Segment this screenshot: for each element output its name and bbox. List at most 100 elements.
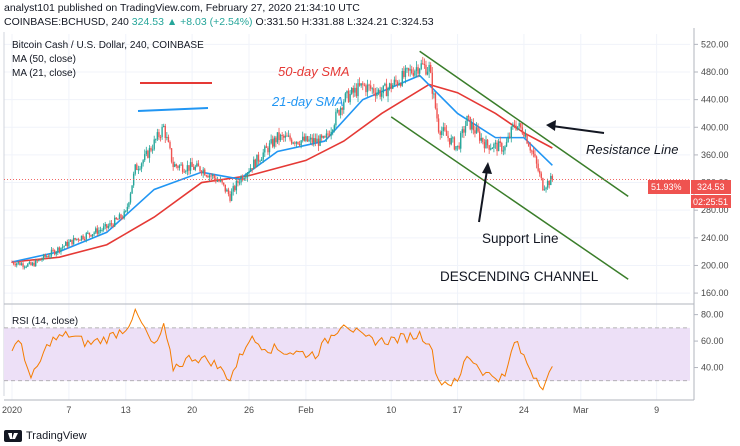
candle-body [396,81,399,86]
candle-body [418,68,421,74]
candle-body [158,132,160,138]
candle-body [235,180,238,191]
candle-body [180,164,182,166]
up-arrow-icon: ▲ [166,16,178,28]
candle-body [325,133,328,138]
candle-body [72,237,75,245]
candle-body [189,162,192,171]
rsi-legend: RSI (14, close) [12,316,78,327]
footer[interactable]: TradingView [4,430,87,442]
candle-body [444,127,446,131]
candle-body [188,165,190,171]
candle-body [431,72,433,94]
candle-body [82,235,84,240]
candle-body [144,154,146,161]
time-tick-label: 2020 [2,405,22,415]
price-tags: 51.93% 324.53 02:25:51 [648,180,731,208]
candle-body [47,256,50,258]
candle-body [445,130,448,136]
candle-body [49,255,51,257]
candle-body [524,134,527,137]
candle-body [31,262,34,266]
candle-body [99,230,102,232]
candle-body [245,177,247,179]
candle-body [366,84,369,93]
candle-body [267,147,269,153]
candle-body [297,141,299,144]
candle-body [148,148,151,158]
price-tag-text: 324.53 [697,182,725,192]
price-tag [691,180,731,194]
candle-body [436,108,438,119]
candle-body [516,126,519,130]
candle-body [546,180,549,188]
candle-body [460,133,462,149]
candle-body [199,166,201,172]
candle-body [234,186,236,191]
candle-body [156,132,159,140]
candle-body [76,238,78,240]
candle-body [95,228,97,233]
support-arrow [478,169,488,223]
price-tick-label: 440.00 [701,95,729,105]
candle-body [91,234,94,237]
resistance-line [419,50,629,197]
candle-body [395,79,397,82]
time-tick-label: Mar [573,405,589,415]
candle-body [27,263,29,267]
candle-body [401,71,403,86]
candle-body [12,262,15,264]
candle-body [237,180,239,183]
open-value: O:331.50 [255,16,299,28]
candle-body [464,125,467,133]
candle-body [287,135,290,137]
candle-body [388,83,391,89]
candle-body [551,175,554,180]
channel-label: DESCENDING CHANNEL [440,269,599,284]
sma21-annotation: 21-day SMA [271,94,344,109]
price-tick-label: 160.00 [701,288,729,298]
candle-body [38,259,40,261]
candle-body [527,143,530,147]
support-arrowhead [482,162,492,174]
candle-body [98,230,100,234]
candle-body [488,145,490,150]
candle-body [36,260,38,262]
candle-body [385,83,388,97]
close-value: C:324.53 [390,16,434,28]
rsi-panel [4,307,690,391]
candle-body [398,83,400,86]
candle-body [211,175,214,177]
candle-body [270,139,272,144]
candle-body [430,64,432,73]
candle-body [265,146,268,148]
candle-body [227,189,230,195]
candle-body [118,214,121,220]
candle-body [221,179,223,183]
candle-body [417,67,419,74]
candle-body [333,125,336,131]
candle-body [200,171,203,174]
candle-body [161,126,163,138]
candle-body [313,138,315,143]
candle-body [204,169,206,176]
countdown-tag [691,195,731,208]
candle-body [253,159,255,170]
candle-body [110,223,113,225]
candle-body [223,182,225,185]
candle-body [159,137,162,139]
candle-body [142,160,144,164]
sma50-annotation: 50-day SMA [278,64,350,79]
candle-body [79,239,81,241]
candle-body [22,263,24,267]
candle-body [169,142,171,149]
candle-body [166,136,168,138]
candle-body [474,130,476,134]
candle-body [303,136,305,141]
candle-body [246,173,249,178]
candle-body [332,130,334,132]
candle-body [466,115,468,126]
candle-body [229,194,231,201]
resistance-label: Resistance Line [586,142,679,157]
